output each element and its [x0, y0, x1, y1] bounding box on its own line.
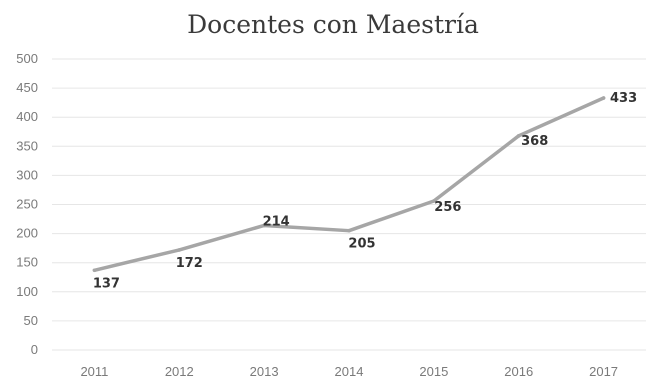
gridlines: [52, 58, 646, 351]
x-tick-label: 2015: [419, 364, 448, 378]
data-label: 137: [93, 276, 120, 291]
data-labels: 137 172 214 205 256 368 433: [93, 91, 637, 291]
x-tick-label: 2014: [335, 364, 364, 378]
series-layer: [92, 96, 606, 273]
data-point: [601, 96, 606, 100]
x-tick-label: 2016: [504, 364, 533, 378]
y-tick-label: 200: [16, 226, 38, 241]
data-label: 214: [263, 214, 290, 229]
y-tick-label: 500: [16, 51, 38, 66]
data-point: [92, 268, 97, 273]
data-point: [262, 223, 266, 228]
data-label: 433: [610, 91, 637, 106]
y-tick-label: 450: [16, 80, 38, 95]
data-label: 368: [521, 134, 548, 149]
y-tick-label: 150: [16, 255, 38, 270]
chart-title: Docentes con Maestría: [187, 10, 479, 39]
y-axis-ticks: 0 50 100 150 200 250 300 350 400 450 500: [16, 51, 38, 357]
data-point: [347, 228, 351, 233]
x-tick-label: 2011: [80, 364, 108, 378]
y-tick-label: 250: [16, 197, 38, 212]
y-tick-label: 400: [16, 109, 38, 124]
data-point: [177, 248, 182, 252]
x-tick-label: 2013: [250, 364, 279, 378]
y-tick-label: 100: [16, 284, 38, 299]
y-tick-label: 50: [24, 313, 38, 328]
data-point: [432, 199, 436, 203]
y-tick-label: 300: [16, 167, 38, 182]
y-tick-label: 350: [16, 138, 38, 153]
data-label: 172: [176, 256, 203, 271]
data-label: 256: [434, 200, 461, 215]
data-label: 205: [348, 237, 375, 252]
y-tick-label: 0: [31, 342, 38, 357]
x-tick-label: 2017: [589, 364, 618, 378]
x-axis-ticks: 2011 2012 2013 2014 2015 2016 2017: [80, 364, 618, 378]
data-point: [516, 134, 521, 138]
x-tick-label: 2012: [165, 364, 194, 378]
